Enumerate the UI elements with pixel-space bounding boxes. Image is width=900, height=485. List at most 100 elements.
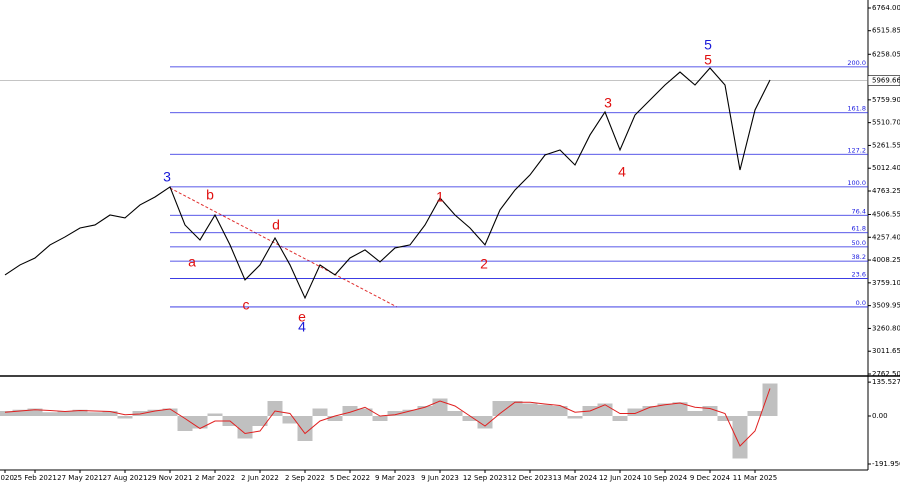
x-tick-label: 27 May 2021 [57,474,103,482]
fib-label: 0.0 [856,299,866,307]
y-tick-label: 3260.80 [872,324,900,332]
fib-label: 61.8 [852,225,866,233]
osc-tick-label: -191.956 [872,460,900,468]
osc-histogram-bar [717,416,733,421]
wave-label: 1 [436,189,444,205]
osc-histogram-bar [72,409,88,416]
osc-histogram-bar [477,416,493,429]
osc-histogram-bar [462,416,478,421]
y-tick-label: 3011.65 [872,347,900,355]
osc-histogram-bar [507,401,523,416]
x-tick-label: 12 Jun 2024 [599,474,642,482]
osc-histogram-bar [252,416,268,426]
trend-line [169,187,398,308]
osc-histogram-bar [282,416,298,424]
x-tick-label: 13 Mar 2024 [553,474,598,482]
fib-label: 161.8 [847,105,866,113]
osc-histogram-bar [417,406,433,416]
osc-histogram-bar [12,409,28,416]
x-tick-label: 9 Jun 2023 [421,474,459,482]
y-tick-label: 4763.25 [872,187,900,195]
osc-histogram-bar [597,403,613,416]
wave-label: 5 [704,37,712,53]
x-tick-label: 9 Dec 2024 [690,474,731,482]
osc-tick-label: 135.527 [872,378,900,386]
y-tick-label: 5510.70 [872,119,900,127]
osc-histogram-bar [87,412,103,416]
y-tick-label: 6258.05 [872,50,900,58]
fib-label: 76.4 [852,207,866,215]
y-tick-label: 3759.10 [872,279,900,287]
osc-histogram-bar [687,411,703,416]
osc-histogram-bar [177,416,193,431]
osc-histogram-bar [357,408,373,416]
wave-label: 2 [480,256,488,272]
osc-histogram-bar [642,406,658,416]
wave-label: e [298,309,306,325]
x-tick-label: 12 Dec 2023 [508,474,553,482]
wave-label: 5 [704,52,712,68]
osc-tick-label: 0.00 [872,412,888,420]
osc-histogram-bar [27,408,43,416]
x-tick-label: 2020 [0,474,14,482]
y-tick-label: 4257.40 [872,233,900,241]
fib-label: 23.6 [852,271,866,279]
x-tick-label: 27 Aug 2021 [103,474,148,482]
osc-histogram-bar [672,402,688,416]
wave-label: 3 [163,169,171,185]
osc-histogram-bar [0,411,13,416]
osc-histogram-bar [702,406,718,416]
wave-label: d [272,217,280,233]
y-tick-label: 5759.90 [872,96,900,104]
last-price-label: 5969.66 [872,77,900,85]
wave-label: a [188,254,196,270]
osc-histogram-bar [522,403,538,416]
osc-signal-line [4,388,771,447]
osc-histogram-bar [297,416,313,441]
osc-histogram-bar [327,416,343,421]
osc-histogram-bar [192,416,208,429]
osc-histogram-bar [762,383,778,416]
osc-histogram-bar [402,409,418,416]
y-tick-label: 6515.85 [872,27,900,35]
osc-histogram-bar [567,416,583,419]
fib-label: 38.2 [852,253,866,261]
osc-histogram-bar [102,411,118,416]
wave-label: c [243,297,250,313]
osc-histogram-bar [657,403,673,416]
osc-histogram-bar [552,406,568,416]
osc-histogram-bar [627,408,643,416]
osc-histogram-bar [42,412,58,416]
x-tick-label: 9 Mar 2023 [375,474,415,482]
x-tick-label: 12 Sep 2023 [463,474,507,482]
osc-histogram-bar [612,416,628,421]
osc-histogram-bar [207,413,223,416]
fib-label: 50.0 [852,239,866,247]
wave-label: 4 [298,319,306,335]
wave-label: 4 [618,164,626,180]
osc-histogram-bar [162,408,178,416]
osc-histogram-bar [147,409,163,416]
osc-histogram-bar [747,411,763,416]
y-tick-label: 5012.40 [872,164,900,172]
osc-histogram-bar [387,411,403,416]
price-line [4,67,771,300]
y-tick-label: 4008.25 [872,256,900,264]
fib-label: 200.0 [847,59,866,67]
osc-histogram-bar [447,411,463,416]
osc-histogram-bar [537,404,553,416]
wave-label: b [206,187,214,203]
fib-label: 127.2 [847,146,866,154]
x-tick-label: 2 Mar 2022 [195,474,235,482]
x-tick-label: 2 Jun 2022 [241,474,279,482]
x-tick-label: 5 Dec 2022 [330,474,370,482]
y-tick-label: 3509.95 [872,302,900,310]
osc-histogram-bar [732,416,748,459]
x-tick-label: 29 Nov 2021 [148,474,193,482]
y-tick-label: 5261.55 [872,141,900,149]
last-price-box [867,75,900,86]
osc-histogram-bar [117,416,133,419]
osc-histogram-bar [312,408,328,416]
x-tick-label: 25 Feb 2021 [13,474,57,482]
